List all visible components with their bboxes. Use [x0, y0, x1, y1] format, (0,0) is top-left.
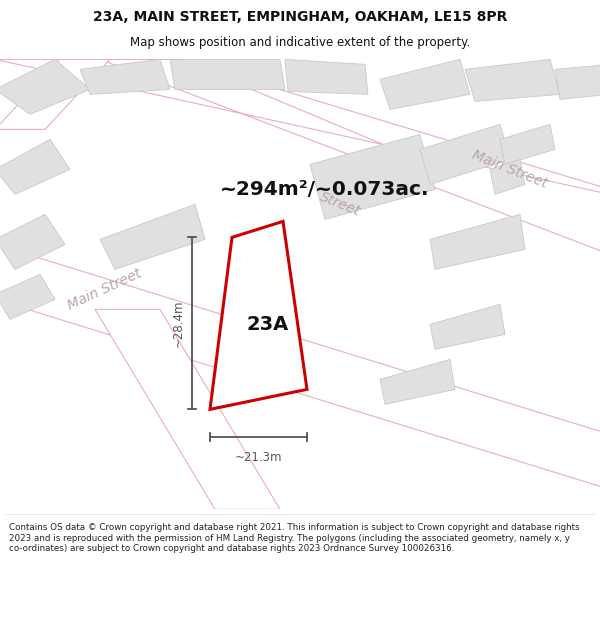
Polygon shape: [0, 214, 65, 269]
Polygon shape: [490, 159, 525, 194]
Text: ~21.3m: ~21.3m: [235, 451, 282, 464]
Polygon shape: [210, 221, 307, 409]
Text: 23A, MAIN STREET, EMPINGHAM, OAKHAM, LE15 8PR: 23A, MAIN STREET, EMPINGHAM, OAKHAM, LE1…: [93, 9, 507, 24]
Text: Main Street: Main Street: [470, 148, 550, 191]
Polygon shape: [80, 59, 170, 94]
Polygon shape: [285, 59, 368, 94]
Polygon shape: [95, 309, 280, 509]
Polygon shape: [0, 59, 90, 114]
Polygon shape: [100, 204, 205, 269]
Polygon shape: [0, 59, 600, 254]
Text: Main Street: Main Street: [66, 266, 144, 312]
Polygon shape: [430, 214, 525, 269]
Polygon shape: [420, 124, 510, 184]
Polygon shape: [170, 59, 285, 89]
Polygon shape: [380, 59, 470, 109]
Polygon shape: [380, 359, 455, 404]
Polygon shape: [0, 139, 70, 194]
Polygon shape: [0, 59, 110, 129]
Polygon shape: [0, 274, 55, 319]
Polygon shape: [310, 134, 435, 219]
Polygon shape: [430, 304, 505, 349]
Polygon shape: [500, 124, 555, 164]
Text: 23A: 23A: [247, 315, 289, 334]
Text: Contains OS data © Crown copyright and database right 2021. This information is : Contains OS data © Crown copyright and d…: [9, 523, 580, 553]
Text: ~294m²/~0.073ac.: ~294m²/~0.073ac.: [220, 180, 430, 199]
Polygon shape: [465, 59, 560, 101]
Polygon shape: [100, 59, 600, 239]
Text: Map shows position and indicative extent of the property.: Map shows position and indicative extent…: [130, 36, 470, 49]
Polygon shape: [0, 244, 600, 489]
Text: Street: Street: [317, 190, 362, 219]
Polygon shape: [555, 64, 600, 99]
Text: ~28.4m: ~28.4m: [172, 299, 185, 347]
